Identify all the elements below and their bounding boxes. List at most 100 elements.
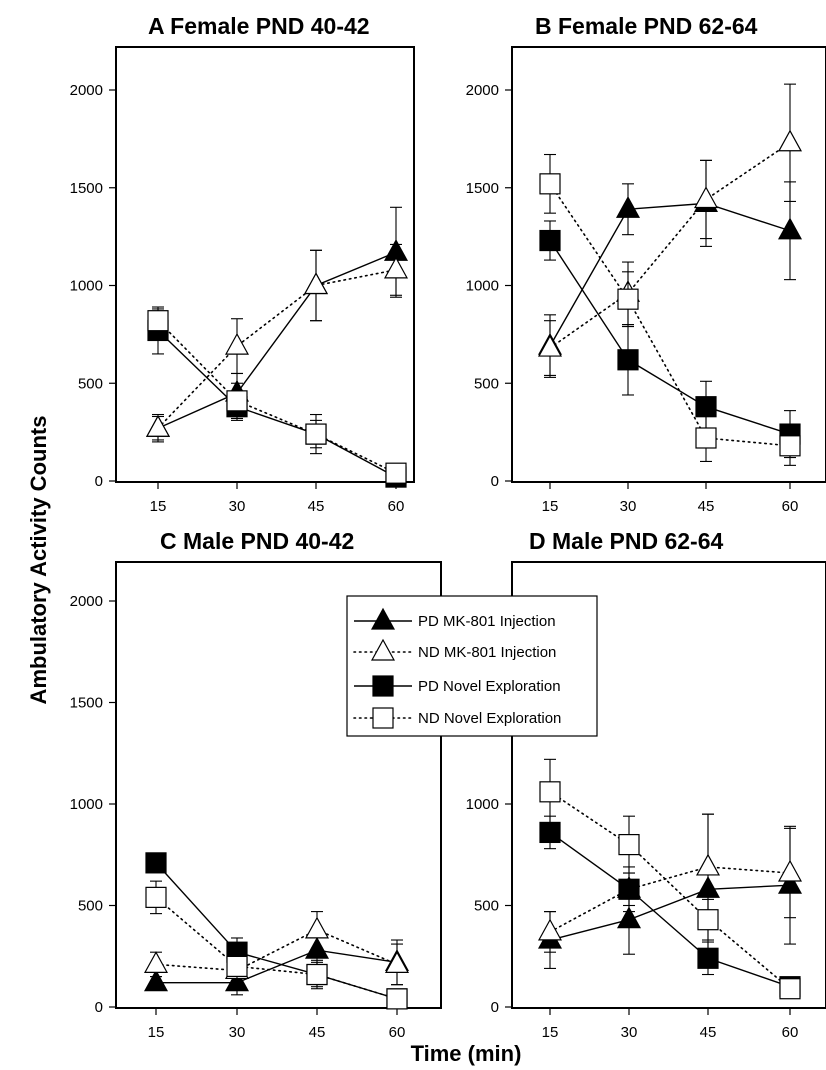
data-point — [539, 173, 561, 195]
data-point — [539, 781, 561, 803]
data-point — [539, 229, 561, 252]
panel-frame — [511, 561, 826, 1009]
series-line — [155, 928, 398, 972]
legend-item: ND MK-801 Injection — [353, 638, 556, 661]
legend-label: ND Novel Exploration — [418, 710, 561, 727]
data-point — [224, 332, 250, 355]
data-point — [617, 349, 639, 371]
y-tick-label: 1500 — [70, 180, 103, 197]
series-nd-novel-exploration — [145, 880, 408, 1010]
series-pd-novel-exploration — [539, 815, 801, 998]
y-tick-label: 1000 — [466, 796, 499, 813]
panel-d: D Male PND 62-64 0 500 1000 15 30 45 60 — [466, 528, 826, 1041]
panel-frame — [115, 46, 415, 483]
panel-title: B Female PND 62-64 — [535, 13, 758, 39]
legend-marker — [370, 638, 396, 661]
data-point — [304, 916, 330, 939]
x-tick-label: 30 — [229, 498, 246, 515]
series-line — [157, 251, 397, 429]
y-tick-label: 1500 — [70, 695, 103, 712]
series-pd-novel-exploration — [145, 852, 408, 1010]
data-point — [617, 288, 639, 310]
legend-label: PD MK-801 Injection — [418, 613, 556, 630]
data-point — [226, 955, 248, 978]
data-point — [145, 852, 167, 874]
series-line — [155, 896, 398, 1000]
data-point — [386, 988, 408, 1010]
y-tick-label: 1500 — [466, 180, 499, 197]
data-point — [305, 423, 327, 445]
legend-label: PD Novel Exploration — [418, 678, 561, 695]
series-pd-mk-801-injection — [145, 206, 409, 443]
panels: A Female PND 40-42 0 500 1000 1500 2000 15 30 45… — [70, 13, 826, 1041]
data-point — [537, 334, 563, 357]
series-nd-mk-801-injection — [537, 813, 803, 953]
x-axis-title: Time (min) — [411, 1041, 522, 1066]
data-point — [385, 462, 407, 484]
series-line — [549, 240, 791, 435]
x-tick-label: 30 — [621, 1024, 638, 1041]
data-point — [618, 833, 640, 856]
data-point — [697, 947, 719, 969]
legend-marker — [370, 607, 396, 630]
data-point — [777, 217, 803, 240]
legend-item: PD MK-801 Injection — [354, 607, 556, 630]
y-tick-label: 2000 — [466, 82, 499, 99]
data-point — [615, 196, 641, 218]
y-tick-label: 0 — [491, 999, 499, 1016]
data-point — [779, 435, 801, 457]
panel-c: C Male PND 40-42 0 500 1000 1500 2000 15 30 45 60 — [70, 528, 442, 1041]
y-axis-title: Ambulatory Activity Counts — [26, 416, 51, 705]
data-point — [145, 414, 171, 437]
legend-item: ND Novel Exploration — [353, 707, 561, 729]
x-tick-label: 60 — [782, 498, 799, 515]
x-tick-label: 45 — [700, 1024, 717, 1041]
series-line — [549, 202, 791, 347]
x-tick-label: 30 — [229, 1024, 246, 1041]
x-tick-label: 45 — [308, 498, 325, 515]
series-pd-mk-801-injection — [537, 813, 803, 969]
data-point — [539, 821, 561, 844]
series-nd-novel-exploration — [539, 758, 801, 1000]
data-point — [383, 256, 409, 279]
data-point — [537, 918, 563, 941]
series-nd-mk-801-injection — [537, 83, 803, 376]
x-tick-label: 15 — [542, 498, 559, 515]
series-nd-mk-801-injection — [143, 911, 410, 986]
panel-title: A Female PND 40-42 — [148, 13, 370, 39]
x-tick-label: 60 — [782, 1024, 799, 1041]
y-tick-label: 2000 — [70, 593, 103, 610]
y-tick-label: 1000 — [466, 278, 499, 295]
panel-frame — [115, 561, 442, 1009]
x-tick-label: 30 — [620, 498, 637, 515]
data-point — [779, 978, 801, 1000]
y-tick-label: 0 — [491, 473, 499, 490]
y-tick-label: 500 — [78, 898, 103, 915]
series-line — [157, 329, 397, 478]
data-point — [695, 853, 721, 876]
series-nd-mk-801-injection — [145, 243, 409, 441]
series-line — [549, 141, 791, 349]
data-point — [226, 390, 248, 412]
y-tick-label: 500 — [78, 375, 103, 392]
panel-frame — [511, 46, 826, 483]
series-line — [549, 831, 791, 988]
series-pd-novel-exploration — [147, 306, 407, 488]
legend-marker — [372, 675, 394, 697]
data-point — [143, 969, 169, 992]
data-point — [695, 396, 717, 418]
legend-label: ND MK-801 Injection — [418, 644, 556, 661]
x-tick-label: 60 — [388, 498, 405, 515]
data-point — [777, 859, 803, 882]
data-point — [616, 906, 642, 929]
y-tick-label: 0 — [95, 999, 103, 1016]
data-point — [384, 951, 410, 973]
data-point — [697, 909, 719, 931]
y-tick-label: 1000 — [70, 796, 103, 813]
series-line — [549, 884, 791, 941]
series-line — [549, 791, 791, 990]
series-line — [157, 319, 397, 474]
y-tick-label: 500 — [474, 898, 499, 915]
series-nd-novel-exploration — [147, 308, 407, 484]
panel-a: A Female PND 40-42 0 500 1000 1500 2000 15 30 45… — [70, 13, 415, 515]
